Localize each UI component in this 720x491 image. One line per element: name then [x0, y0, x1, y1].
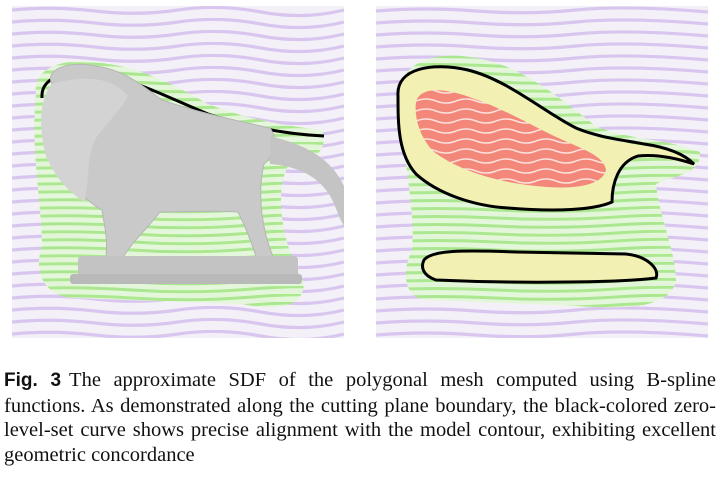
figure-label: Fig. 3 [4, 370, 62, 391]
zero-level-set-base [421, 249, 659, 284]
sdf-panel-cross-section [376, 6, 708, 338]
sdf-panel-with-mesh [12, 6, 344, 338]
inner-region-red [415, 90, 606, 188]
figure-caption: Fig. 3 The approximate SDF of the polygon… [4, 368, 716, 467]
lion-mesh-icon [41, 63, 344, 284]
zero-level-set-curve [396, 65, 696, 212]
sdf-field-right [376, 6, 708, 338]
figure-caption-text: The approximate SDF of the polygonal mes… [4, 369, 716, 466]
sdf-field-left [12, 6, 344, 338]
